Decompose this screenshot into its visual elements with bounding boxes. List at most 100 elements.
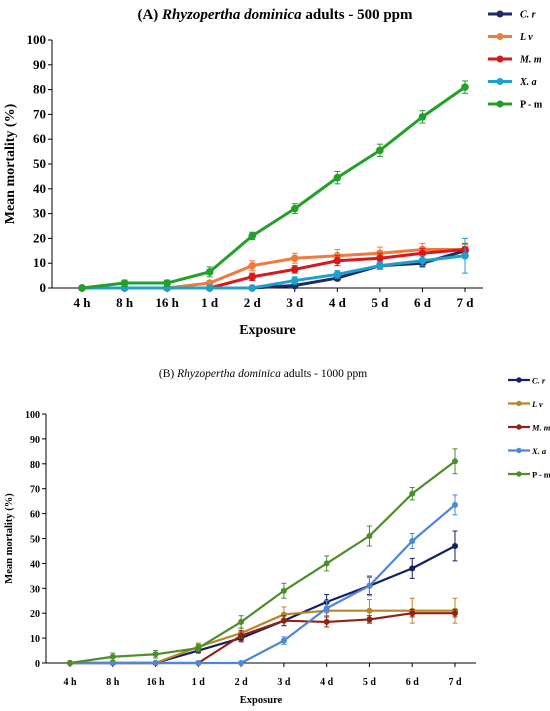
y-tick-label: 40	[33, 181, 46, 196]
x-tick-label: 7 d	[457, 295, 475, 310]
chart-a: (A) Rhyzopertha dominica adults - 500 pp…	[3, 7, 543, 338]
legend-item: M. m	[488, 55, 542, 66]
y-tick-label: 100	[25, 410, 40, 421]
legend-label: M. m	[519, 55, 542, 66]
legend-item: M. m	[508, 423, 550, 433]
x-tick-label: 1 d	[192, 677, 206, 688]
data-point	[248, 273, 257, 281]
data-point	[280, 637, 287, 644]
chart-title-species: Rhyzopertha dominica	[161, 7, 302, 23]
data-point	[452, 458, 458, 465]
data-point	[205, 268, 214, 276]
data-point	[195, 660, 202, 666]
data-point	[78, 284, 86, 292]
data-point	[280, 617, 287, 624]
data-point	[333, 173, 342, 182]
legend-marker	[516, 400, 522, 407]
data-point	[452, 542, 458, 549]
x-axis-label: Exposure	[239, 323, 296, 338]
legend-label: M. m	[531, 423, 550, 433]
y-tick-label: 80	[33, 82, 46, 97]
data-point	[409, 565, 416, 572]
y-tick-label: 70	[33, 106, 46, 121]
y-tick-label: 40	[30, 559, 40, 570]
x-tick-label: 8 h	[106, 677, 120, 688]
data-point	[461, 251, 469, 260]
data-point	[366, 533, 373, 540]
x-tick-label: 3 d	[277, 677, 291, 688]
data-point	[238, 632, 245, 639]
y-tick-label: 20	[30, 609, 40, 620]
x-tick-label: 5 d	[371, 295, 389, 310]
data-point	[366, 607, 373, 614]
y-tick-label: 0	[40, 280, 47, 295]
legend-label: P - m	[520, 100, 543, 111]
data-point	[333, 256, 342, 265]
data-point	[409, 610, 416, 617]
legend-marker	[496, 10, 504, 18]
y-tick-label: 70	[30, 485, 40, 496]
data-point	[366, 616, 373, 623]
chart-title-species: Rhyzopertha dominica	[176, 368, 281, 380]
data-point	[152, 651, 159, 658]
data-point	[376, 146, 384, 155]
data-point	[290, 204, 299, 213]
x-tick-label: 16 h	[155, 295, 179, 310]
data-point	[109, 653, 116, 660]
data-point	[461, 83, 469, 91]
data-point	[409, 490, 416, 497]
series-line	[70, 544, 456, 665]
data-point	[409, 537, 416, 544]
series-mm	[67, 608, 458, 666]
x-tick-label: 6 d	[406, 677, 420, 688]
legend-label: C. r	[532, 376, 546, 386]
legend-label: L v	[519, 32, 533, 43]
data-point	[418, 113, 427, 121]
series-line	[70, 504, 456, 665]
data-point	[152, 660, 159, 666]
legend-marker	[516, 471, 522, 477]
data-point	[195, 645, 202, 652]
data-point	[418, 249, 427, 258]
data-point	[290, 254, 299, 263]
x-tick-label: 4 h	[63, 677, 77, 688]
data-point	[238, 618, 245, 625]
y-tick-label: 80	[30, 460, 40, 471]
data-point	[366, 582, 373, 589]
data-point	[323, 560, 330, 567]
data-point	[248, 284, 257, 292]
series-pm	[67, 448, 458, 666]
y-tick-label: 50	[30, 535, 40, 546]
legend-marker	[516, 377, 522, 383]
y-tick-label: 60	[30, 510, 40, 521]
y-tick-label: 10	[33, 255, 46, 270]
data-point	[376, 261, 384, 270]
x-tick-label: 6 d	[414, 295, 432, 310]
legend-marker	[516, 447, 522, 454]
data-point	[205, 284, 214, 292]
legend-label: P - m	[532, 470, 550, 480]
chart-title: (B) Rhyzopertha dominica adults - 1000 p…	[159, 368, 367, 380]
y-tick-label: 100	[27, 32, 47, 47]
legend-item: C. r	[488, 10, 536, 21]
x-tick-label: 16 h	[147, 677, 166, 688]
legend-label: C. r	[520, 10, 536, 21]
legend-item: P - m	[488, 100, 543, 111]
legend-item: X. a	[508, 446, 547, 456]
legend-label: L v	[531, 399, 543, 409]
data-point	[452, 501, 458, 508]
chart-title: (A) Rhyzopertha dominica adults - 500 pp…	[137, 7, 413, 23]
chart-title-label: (B)	[159, 368, 175, 380]
x-tick-label: 2 d	[244, 295, 262, 310]
x-tick-label: 4 h	[74, 295, 92, 310]
data-point	[452, 610, 458, 617]
data-point	[248, 232, 257, 240]
series-line	[81, 85, 466, 290]
series-line	[69, 460, 456, 665]
y-tick-label: 10	[30, 634, 40, 645]
y-axis-label: Mean mortality (%)	[4, 493, 15, 584]
data-point	[109, 660, 116, 666]
y-tick-label: 0	[35, 659, 40, 670]
legend-item: L v	[488, 32, 533, 43]
series-line	[82, 254, 466, 290]
